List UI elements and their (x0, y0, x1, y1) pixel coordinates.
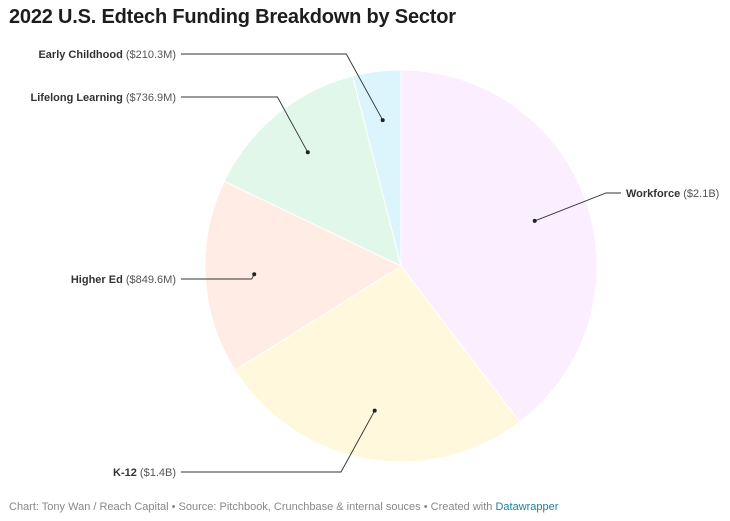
slice-label-name: Workforce (626, 188, 683, 200)
leader-line-early-childhood (181, 53, 384, 121)
slice-label-value: ($2.1B) (683, 188, 719, 200)
slice-label-value: ($1.4B) (140, 467, 176, 479)
leader-line-k-12 (181, 410, 376, 473)
slice-label-name: Higher Ed (71, 274, 126, 286)
slice-label-lifelong-learning: Lifelong Learning ($736.9M) (31, 92, 176, 104)
leader-dot-early-childhood (380, 118, 385, 123)
pie-slice-workforce[interactable] (400, 69, 598, 423)
footer-credit: Chart: Tony Wan / Reach Capital • Source… (9, 501, 496, 513)
leader-dot-lifelong-learning (305, 150, 310, 155)
pie-slice-k-12[interactable] (234, 265, 521, 463)
slice-label-higher-ed: Higher Ed ($849.6M) (71, 274, 176, 286)
pie-slice-lifelong-learning[interactable] (223, 75, 402, 267)
slice-label-name: Lifelong Learning (31, 92, 126, 104)
leader-line-lifelong-learning (181, 96, 309, 153)
leader-dot-workforce (532, 218, 537, 223)
chart-footer: Chart: Tony Wan / Reach Capital • Source… (9, 501, 558, 513)
slice-label-k-12: K-12 ($1.4B) (113, 467, 176, 479)
slice-label-workforce: Workforce ($2.1B) (626, 188, 719, 200)
slice-label-value: ($849.6M) (126, 274, 176, 286)
leader-lines (181, 53, 621, 473)
slice-label-value: ($210.3M) (126, 49, 176, 61)
pie-slice-higher-ed[interactable] (204, 180, 403, 371)
slice-label-name: K-12 (113, 467, 140, 479)
chart-title: 2022 U.S. Edtech Funding Breakdown by Se… (9, 6, 456, 28)
leader-line-workforce (534, 192, 621, 222)
pie-slice-early-childhood[interactable] (352, 69, 402, 267)
datawrapper-link[interactable]: Datawrapper (495, 501, 559, 513)
slice-label-value: ($736.9M) (126, 92, 176, 104)
slice-label-name: Early Childhood (38, 49, 125, 61)
slice-labels: Workforce ($2.1B) K-12 ($1.4B) Higher Ed (… (31, 49, 720, 479)
slice-label-early-childhood: Early Childhood ($210.3M) (38, 49, 176, 61)
leader-dot-higher-ed (252, 272, 257, 277)
pie-slices (204, 69, 598, 463)
leader-dot-k-12 (372, 408, 377, 413)
